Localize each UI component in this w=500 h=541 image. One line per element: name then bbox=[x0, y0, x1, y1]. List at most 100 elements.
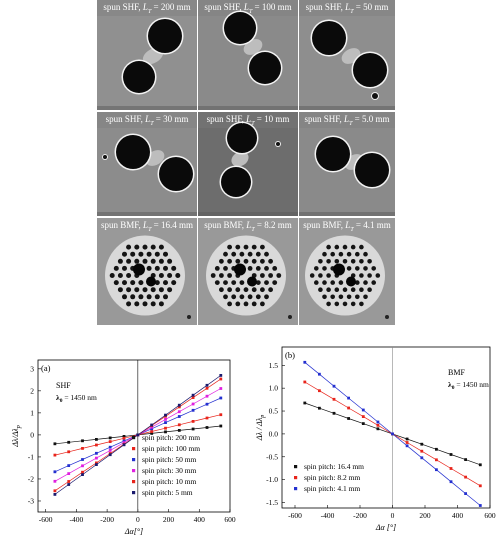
data-point bbox=[95, 443, 98, 447]
legend-entry: spin pitch: 8.2 mm bbox=[304, 473, 360, 482]
legend-marker bbox=[294, 465, 298, 469]
data-point bbox=[347, 406, 350, 410]
fiber-label: BMF bbox=[448, 368, 465, 377]
data-point bbox=[136, 433, 140, 437]
y-axis-label: Δλ/Δλp bbox=[11, 425, 22, 448]
data-point bbox=[205, 386, 209, 390]
micrograph-tile: spun SHF, LT = 200 mm bbox=[97, 0, 197, 110]
data-point bbox=[67, 483, 71, 486]
data-point bbox=[81, 458, 84, 461]
x-tick-label: -400 bbox=[70, 515, 84, 524]
data-point bbox=[347, 417, 350, 420]
data-point bbox=[150, 425, 154, 429]
data-point bbox=[303, 380, 307, 384]
data-point bbox=[53, 479, 57, 483]
data-point bbox=[318, 372, 321, 376]
data-point bbox=[464, 475, 467, 479]
data-point bbox=[391, 432, 394, 436]
micrograph-tile: spun SHF, LT = 5.0 mm bbox=[299, 112, 395, 216]
micrograph-image bbox=[299, 218, 395, 325]
data-point bbox=[95, 451, 98, 455]
data-point bbox=[81, 473, 84, 476]
data-point bbox=[219, 413, 223, 417]
data-point bbox=[108, 453, 112, 457]
data-point bbox=[219, 396, 223, 400]
plot-frame bbox=[281, 346, 491, 509]
y-tick-label: 1 bbox=[30, 408, 34, 417]
data-point bbox=[177, 429, 181, 432]
data-point bbox=[67, 472, 71, 475]
data-point bbox=[108, 436, 112, 440]
micrograph-image bbox=[198, 0, 298, 110]
x-tick-label: -600 bbox=[288, 511, 302, 520]
data-point bbox=[191, 420, 195, 423]
x-tick-label: 200 bbox=[419, 511, 431, 520]
data-point bbox=[67, 450, 71, 454]
legend-marker bbox=[132, 480, 136, 484]
data-point bbox=[205, 416, 209, 420]
x-tick-label: 0 bbox=[136, 515, 140, 524]
data-point bbox=[53, 442, 57, 446]
data-point bbox=[67, 464, 71, 467]
micrograph-image bbox=[299, 112, 395, 216]
legend-marker bbox=[132, 469, 136, 473]
data-point bbox=[361, 422, 365, 425]
fiber-label: SHF bbox=[56, 381, 71, 390]
y-tick-label: 0.0 bbox=[269, 429, 279, 438]
chart-panel-b: -600 -400 -200 0 200 400 600 -1.5 -1.0 -0.5 0.0 0.5… bbox=[255, 346, 496, 532]
data-point bbox=[318, 389, 321, 393]
x-tick-label: -400 bbox=[321, 511, 335, 520]
y-tick-label: 3 bbox=[30, 364, 34, 373]
data-point bbox=[122, 439, 126, 443]
data-point bbox=[164, 413, 167, 417]
data-point bbox=[164, 421, 167, 424]
legend-marker bbox=[294, 487, 298, 491]
micrograph-label: spun BMF, LT = 4.1 mm bbox=[303, 220, 391, 233]
legend-marker bbox=[294, 476, 298, 480]
data-point bbox=[435, 458, 438, 462]
y-tick-label: -1.0 bbox=[266, 475, 278, 484]
data-point bbox=[347, 396, 350, 400]
data-point bbox=[376, 423, 380, 427]
data-point bbox=[164, 430, 167, 434]
data-point bbox=[164, 418, 167, 421]
data-point bbox=[122, 436, 126, 440]
data-point bbox=[449, 467, 453, 470]
data-point bbox=[205, 402, 209, 406]
data-point bbox=[405, 441, 409, 444]
data-point bbox=[191, 396, 195, 399]
data-point bbox=[205, 426, 209, 429]
legend-entry: spin pitch: 100 mm bbox=[142, 444, 200, 453]
data-point bbox=[435, 468, 438, 472]
data-point bbox=[449, 453, 453, 456]
micrograph-label: spun BMF, LT = 8.2 mm bbox=[204, 220, 292, 233]
legend-marker bbox=[132, 491, 136, 495]
data-point bbox=[191, 427, 195, 431]
data-point bbox=[177, 415, 181, 418]
legend-marker bbox=[132, 458, 136, 462]
legend-entry: spin pitch: 10 mm bbox=[142, 477, 197, 486]
data-point bbox=[361, 408, 365, 412]
data-point bbox=[420, 449, 424, 453]
micrograph-image bbox=[97, 218, 197, 325]
x-tick-label: 600 bbox=[224, 515, 236, 524]
data-point bbox=[95, 438, 98, 441]
data-point bbox=[150, 430, 154, 433]
data-point bbox=[303, 360, 307, 364]
data-point bbox=[150, 427, 154, 431]
x-axis-label: Δα[°] bbox=[124, 527, 143, 536]
data-point bbox=[219, 377, 223, 381]
data-point bbox=[405, 444, 409, 448]
data-point bbox=[478, 463, 482, 467]
wavelength-label: λ0 = 1450 nm bbox=[56, 393, 97, 404]
data-point bbox=[318, 406, 321, 410]
data-point bbox=[191, 402, 195, 406]
data-point bbox=[405, 437, 409, 441]
panel-label: (b) bbox=[285, 350, 295, 360]
x-tick-label: 200 bbox=[163, 515, 175, 524]
x-tick-label: 600 bbox=[484, 511, 496, 520]
data-point bbox=[435, 447, 438, 451]
legend-marker bbox=[132, 436, 136, 440]
micrograph-tile: spun SHF, LT = 100 mm bbox=[198, 0, 298, 110]
data-point bbox=[191, 393, 195, 397]
